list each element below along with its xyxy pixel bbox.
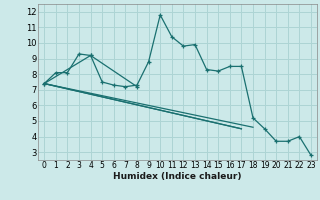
X-axis label: Humidex (Indice chaleur): Humidex (Indice chaleur) [113,172,242,181]
